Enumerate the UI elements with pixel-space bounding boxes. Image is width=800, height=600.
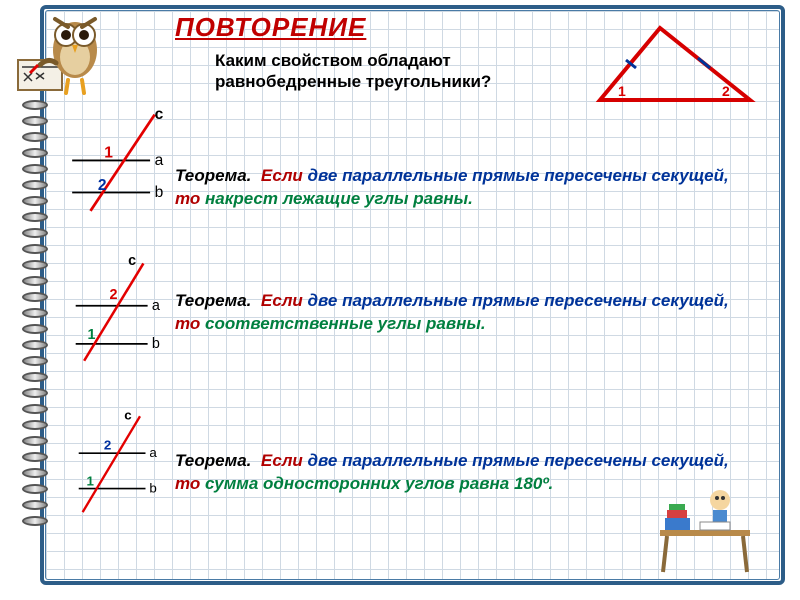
theorem-then: сумма односторонних углов равна 180º. [205,474,553,493]
svg-text:c: c [128,255,136,269]
theorem-keyword: Теорема. [175,166,251,185]
svg-text:1: 1 [88,327,96,343]
secant-diagram-1: c a b 1 2 [58,110,178,220]
svg-text:b: b [149,481,156,496]
svg-text:2: 2 [110,287,118,303]
secant-diagram-3: c a b 2 1 [58,410,178,520]
theorem-then: соответственные углы равны. [205,314,486,333]
tri-label-2: 2 [722,83,730,99]
theorem-if: Если [261,451,303,470]
svg-text:b: b [152,336,160,352]
theorem-body: две параллельные прямые пересечены секущ… [308,451,729,470]
svg-text:a: a [155,152,164,169]
theorem-if: Если [261,291,303,310]
svg-text:a: a [149,445,157,460]
svg-text:1: 1 [104,145,113,162]
svg-text:2: 2 [104,437,111,452]
svg-text:a: a [152,298,160,314]
svg-text:b: b [155,184,164,201]
theorem-then: накрест лежащие углы равны. [205,189,473,208]
theorem-2: Теорема. Если две параллельные прямые пе… [175,290,735,336]
theorem-keyword: Теорема. [175,291,251,310]
secant-diagram-2: c a b 2 1 [58,255,178,365]
page-title: ПОВТОРЕНИЕ [175,12,366,43]
theorem-body: две параллельные прямые пересечены секущ… [308,291,729,310]
theorem-body: две параллельные прямые пересечены секущ… [308,166,729,185]
question-text: Каким свойством обладают равнобедренные … [215,50,565,93]
svg-text:c: c [124,410,132,422]
theorem-then-prefix: то [175,474,200,493]
theorem-then-prefix: то [175,314,200,333]
tri-label-1: 1 [618,83,626,99]
owl-illustration [10,5,110,100]
spiral-binding [22,100,52,570]
triangle-diagram: 1 2 [590,20,760,115]
theorem-then-prefix: то [175,189,200,208]
theorem-if: Если [261,166,303,185]
svg-text:1: 1 [87,473,95,488]
svg-text:2: 2 [98,177,107,194]
svg-text:c: c [155,110,164,123]
theorem-1: Теорема. Если две параллельные прямые пе… [175,165,735,211]
desk-illustration [645,480,765,575]
theorem-keyword: Теорема. [175,451,251,470]
